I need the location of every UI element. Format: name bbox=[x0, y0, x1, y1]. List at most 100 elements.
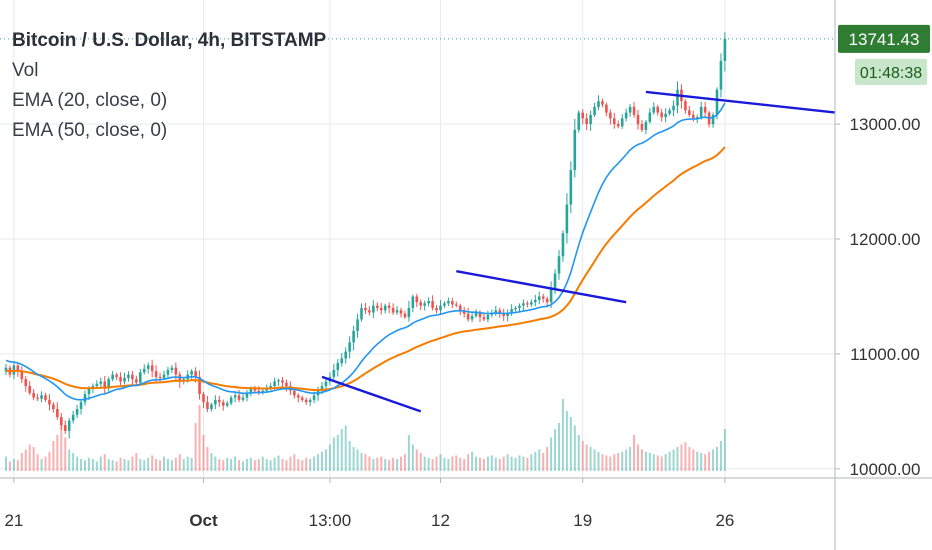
candle-body bbox=[40, 395, 43, 399]
volume-bar bbox=[155, 459, 158, 471]
candle-body bbox=[593, 106, 596, 115]
volume-bar bbox=[52, 441, 55, 471]
volume-bar bbox=[249, 457, 252, 471]
volume-bar bbox=[392, 457, 395, 471]
volume-bar bbox=[360, 453, 363, 471]
candle-body bbox=[79, 402, 83, 410]
volume-bar bbox=[72, 453, 75, 471]
volume-bar bbox=[305, 457, 308, 471]
candle-body bbox=[368, 310, 371, 313]
candle-body bbox=[561, 233, 565, 257]
candle-body bbox=[225, 403, 229, 406]
time-tick-label: 19 bbox=[573, 511, 592, 530]
volume-bar bbox=[36, 454, 39, 471]
volume-bar bbox=[475, 456, 478, 471]
candle-body bbox=[36, 397, 39, 399]
candle-body bbox=[443, 303, 446, 306]
candle-body bbox=[399, 310, 403, 314]
volume-bar bbox=[376, 457, 379, 471]
candle-body bbox=[711, 114, 715, 125]
candle-body bbox=[494, 310, 498, 313]
volume-bar bbox=[24, 449, 27, 471]
candle-body bbox=[676, 89, 679, 106]
trendlines[interactable] bbox=[321, 90, 836, 413]
volume-bar bbox=[712, 449, 715, 471]
legend-ema-50[interactable]: EMA (50, close, 0) bbox=[12, 120, 168, 141]
volume-bar bbox=[463, 459, 466, 471]
candle-body bbox=[447, 301, 450, 304]
legend-ema-20[interactable]: EMA (20, close, 0) bbox=[12, 90, 168, 111]
candle-body bbox=[293, 390, 296, 396]
candle-body bbox=[423, 303, 426, 306]
volume-bar bbox=[439, 454, 442, 471]
volume-bar bbox=[585, 444, 588, 471]
legend-volume[interactable]: Vol bbox=[12, 60, 39, 81]
ema-20-line bbox=[5, 102, 726, 401]
volume-bar bbox=[269, 460, 272, 471]
candle-body bbox=[620, 118, 624, 127]
volume-bar bbox=[447, 459, 450, 471]
candle-body bbox=[95, 383, 99, 387]
volume-bar bbox=[87, 457, 90, 471]
last-price-label: 13741.43 bbox=[849, 30, 920, 49]
candle-body bbox=[688, 110, 691, 115]
trendline-1[interactable] bbox=[321, 375, 422, 413]
volume-bar bbox=[613, 454, 616, 471]
volume-bar bbox=[202, 435, 205, 471]
candle-body bbox=[435, 307, 438, 311]
volume-bar bbox=[28, 444, 31, 471]
candle-body bbox=[482, 317, 486, 320]
volume-bar bbox=[242, 461, 244, 471]
volume-bar bbox=[565, 411, 568, 471]
trendline-3[interactable] bbox=[645, 90, 836, 114]
volume-bar bbox=[253, 460, 256, 471]
volume-bar bbox=[680, 444, 683, 471]
candle-body bbox=[478, 312, 482, 318]
volume-bar bbox=[435, 456, 438, 471]
countdown-label: 01:48:38 bbox=[860, 65, 922, 82]
candle-body bbox=[352, 330, 355, 343]
volume-bar bbox=[676, 447, 679, 471]
symbol-title[interactable]: Bitcoin / U.S. Dollar, 4h, BITSTAMP bbox=[12, 30, 327, 51]
candle-body bbox=[360, 307, 363, 320]
trendline-2[interactable] bbox=[456, 269, 627, 304]
candle-body bbox=[56, 409, 59, 418]
volume-bar bbox=[194, 423, 197, 471]
volume-bar bbox=[178, 454, 181, 471]
candle-body bbox=[474, 312, 478, 316]
volume-bar bbox=[186, 456, 189, 471]
volume-bar bbox=[91, 459, 94, 471]
volume-bar bbox=[163, 456, 165, 471]
candle-body bbox=[273, 381, 276, 387]
candle-body bbox=[462, 310, 466, 314]
volume-bar bbox=[716, 447, 718, 471]
candle-body bbox=[656, 106, 660, 113]
volume-bar bbox=[324, 449, 327, 471]
volume-bar bbox=[16, 460, 19, 471]
candle-body bbox=[411, 296, 415, 308]
candle-body bbox=[383, 305, 387, 311]
volume-bar bbox=[364, 454, 367, 471]
candle-body bbox=[466, 313, 470, 320]
volume-bar bbox=[277, 455, 280, 471]
candle-body bbox=[237, 395, 241, 400]
volume-bar bbox=[400, 456, 402, 471]
candle-body bbox=[458, 305, 462, 311]
candle-body bbox=[506, 312, 509, 316]
volume-bar bbox=[84, 460, 86, 471]
candle-body bbox=[265, 388, 268, 391]
volume-bar bbox=[372, 459, 375, 471]
volume-bar bbox=[321, 451, 323, 471]
candle-body bbox=[684, 101, 687, 111]
volume-bar bbox=[336, 435, 339, 471]
volume-bar bbox=[313, 456, 316, 471]
candle-body bbox=[427, 301, 430, 304]
volume-bar bbox=[95, 461, 98, 471]
volume-bar bbox=[328, 444, 331, 471]
candle-body bbox=[150, 365, 154, 372]
volume-bar bbox=[589, 447, 592, 471]
volume-bar bbox=[403, 454, 406, 471]
volume-bar bbox=[384, 459, 387, 471]
volume-bar bbox=[226, 457, 229, 471]
